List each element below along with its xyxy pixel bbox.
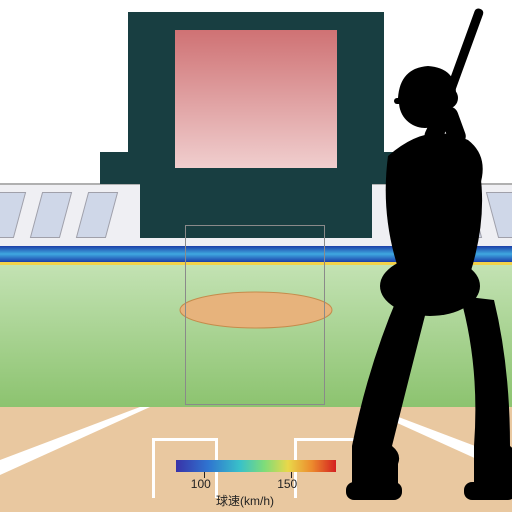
legend-tick-label: 150 [277,477,297,491]
speed-legend-bar [176,460,336,472]
scoreboard-screen [175,30,337,168]
speed-legend-label: 球速(km/h) [216,492,274,509]
legend-tick-label: 100 [191,477,211,491]
strike-zone [185,225,325,405]
